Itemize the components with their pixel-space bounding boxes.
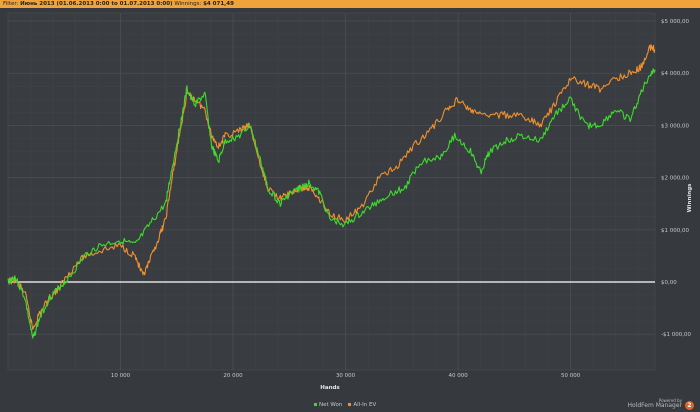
filter-bar: Filter: Июнь 2013 (01.06.2013 0:00 to 01… [0,0,700,8]
all-in-ev-line [7,44,656,330]
x-tick-label: 20 000 [223,373,243,379]
ticks: 10 000 20 000 30 000 40 000 50 000 -$1 000,00… [111,19,692,379]
powered-by-logo: Powered by HoldFem Manager [627,398,682,409]
winnings-label: Winnings: [174,1,202,7]
net-won-line [7,68,656,339]
y-tick-label: $1 000,00 [661,228,689,234]
x-tick-label: 10 000 [111,373,131,379]
hem-logo-icon: 2 [685,401,694,410]
x-tick-label: 40 000 [448,373,468,379]
x-tick-label: 50 000 [561,373,581,379]
y-tick-label: $3 000,00 [661,123,689,129]
y-tick-label: $4 000,00 [661,71,689,77]
legend-item-net-won[interactable]: Net Won [314,402,342,408]
net-won-swatch [314,403,317,406]
filter-value[interactable]: Июнь 2013 (01.06.2013 0:00 to 01.07.2013… [20,1,173,7]
winnings-chart: 10 000 20 000 30 000 40 000 50 000 -$1 000,00… [7,12,693,391]
y-tick-label: $5 000,00 [661,19,689,25]
winnings-value: $4 071,49 [203,1,234,7]
y-tick-label: $2 000,00 [661,176,689,182]
filter-label: Filter: [3,1,19,7]
all-in-ev-swatch [348,403,352,406]
plot-area [7,12,656,371]
series-lines [7,44,656,339]
x-tick-label: 30 000 [336,373,356,379]
x-axis-label: Hands [320,385,340,391]
y-tick-label: $0,00 [661,280,677,286]
y-axis-label: Winnings [687,183,693,213]
grid [7,12,656,371]
y-tick-label: -$1 000,00 [661,332,691,338]
legend: Net Won All-In EV [314,402,376,408]
legend-item-all-in-ev[interactable]: All-In EV [348,402,376,408]
